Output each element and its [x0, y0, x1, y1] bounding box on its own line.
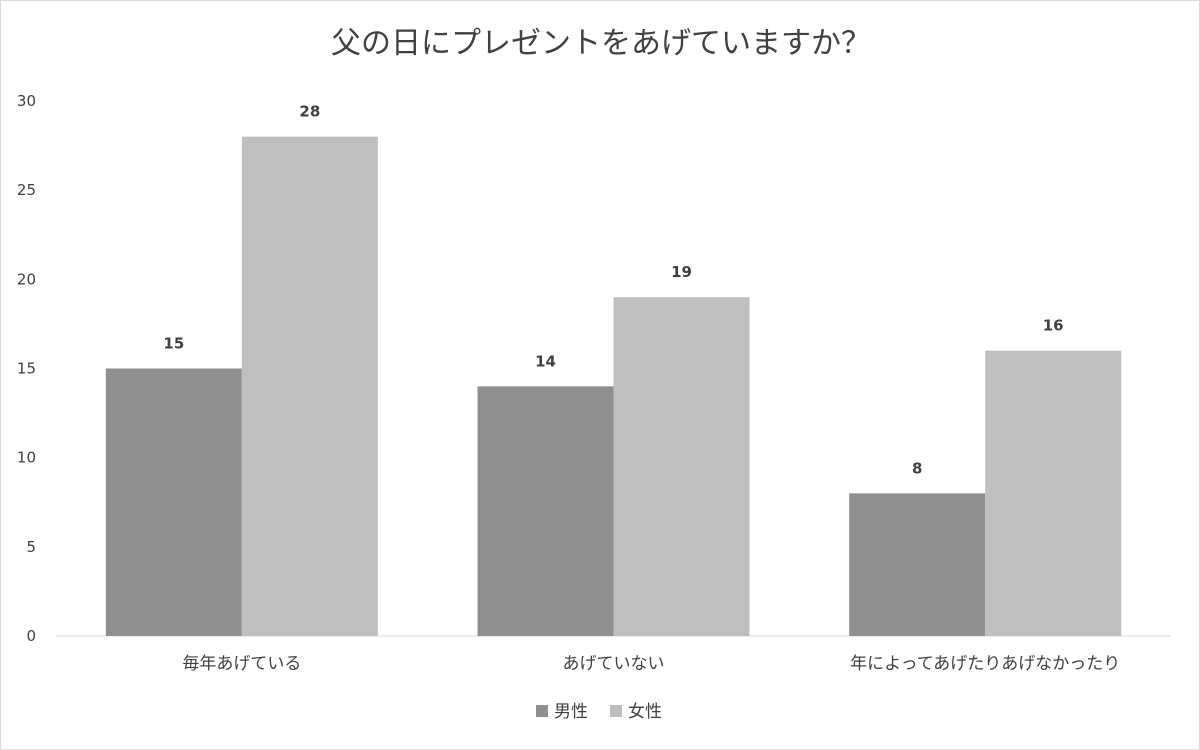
- data-label: 19: [671, 263, 692, 281]
- chart-title: 父の日にプレゼントをあげていますか？: [331, 26, 871, 61]
- bar-male-2: [849, 493, 986, 636]
- data-label: 16: [1043, 317, 1064, 335]
- bar-female-0: [241, 136, 378, 636]
- bar-male-0: [105, 368, 242, 636]
- bar-female-2: [985, 350, 1122, 636]
- y-tick-label: 10: [17, 449, 36, 467]
- legend-label: 男性: [554, 702, 588, 722]
- data-label: 28: [299, 103, 320, 121]
- bars: [105, 136, 1122, 636]
- legend-label: 女性: [628, 702, 662, 722]
- legend: 男性 女性: [536, 702, 662, 722]
- bar-female-1: [613, 297, 750, 636]
- y-tick-label: 25: [17, 181, 36, 199]
- y-axis: 0 5 10 15 20 25 30: [17, 92, 36, 645]
- x-tick-label: 年によってあげたりあげなかったり: [850, 654, 1120, 674]
- y-tick-label: 20: [17, 270, 36, 288]
- legend-swatch: [610, 705, 622, 717]
- y-tick-label: 15: [17, 360, 36, 378]
- data-labels: 15 28 14 19 8 16: [163, 103, 1063, 478]
- legend-swatch: [536, 705, 548, 717]
- data-label: 15: [163, 335, 184, 353]
- y-tick-label: 30: [17, 92, 36, 110]
- y-tick-label: 0: [26, 627, 36, 645]
- data-label: 14: [535, 352, 556, 370]
- x-axis: 毎年あげている あげていない 年によってあげたりあげなかったり: [182, 654, 1120, 674]
- x-tick-label: あげていない: [563, 654, 665, 674]
- data-label: 8: [912, 459, 922, 477]
- x-tick-label: 毎年あげている: [182, 654, 301, 674]
- y-tick-label: 5: [26, 538, 36, 556]
- bar-male-1: [477, 386, 614, 636]
